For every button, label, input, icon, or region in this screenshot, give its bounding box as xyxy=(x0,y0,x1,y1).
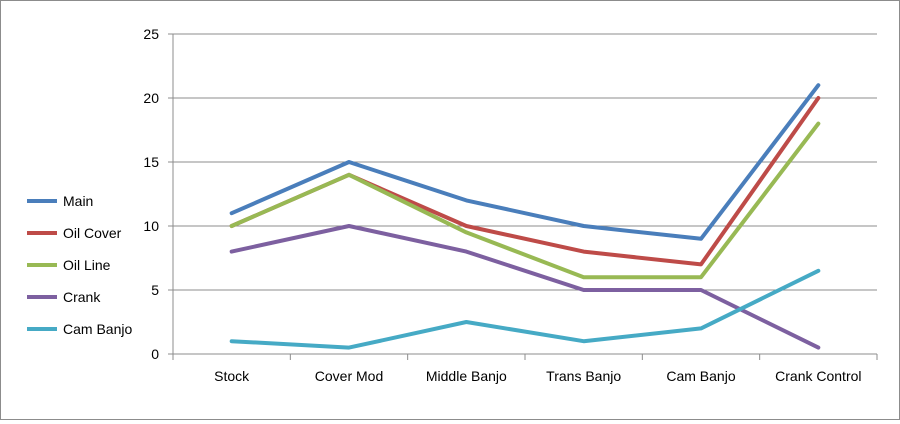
x-tick-label: Cam Banjo xyxy=(666,368,735,384)
x-tick-labels: Stock Cover Mod Middle Banjo Trans Banjo Cam… xyxy=(214,368,861,384)
x-tick-label: Crank Control xyxy=(775,368,861,384)
y-tick-label: 20 xyxy=(143,90,159,106)
series-line-crank xyxy=(229,224,821,350)
x-tick-label: Stock xyxy=(214,368,250,384)
y-tick-label: 10 xyxy=(143,218,159,234)
legend-label: Crank xyxy=(63,289,101,305)
y-tick-labels: 0 5 10 15 20 25 xyxy=(143,26,159,362)
series-line-cam-banjo xyxy=(229,268,821,350)
y-tick-label: 5 xyxy=(151,282,159,298)
legend-label: Main xyxy=(63,193,93,209)
series-line-main xyxy=(229,83,821,241)
y-tick-label: 15 xyxy=(143,154,159,170)
axes xyxy=(168,33,878,360)
legend-label: Oil Cover xyxy=(63,225,122,241)
legend-label: Oil Line xyxy=(63,257,111,273)
gridlines xyxy=(173,33,877,291)
legend: Main Oil Cover Oil Line Crank Cam Banjo xyxy=(27,193,132,337)
y-tick-label: 25 xyxy=(143,26,159,42)
x-tick-label: Middle Banjo xyxy=(426,368,507,384)
series-lines xyxy=(229,83,821,350)
legend-label: Cam Banjo xyxy=(63,321,132,337)
y-tick-label: 0 xyxy=(151,346,159,362)
x-tick-label: Cover Mod xyxy=(315,368,383,384)
series-line-oil-line xyxy=(229,121,821,280)
x-tick-label: Trans Banjo xyxy=(546,368,621,384)
